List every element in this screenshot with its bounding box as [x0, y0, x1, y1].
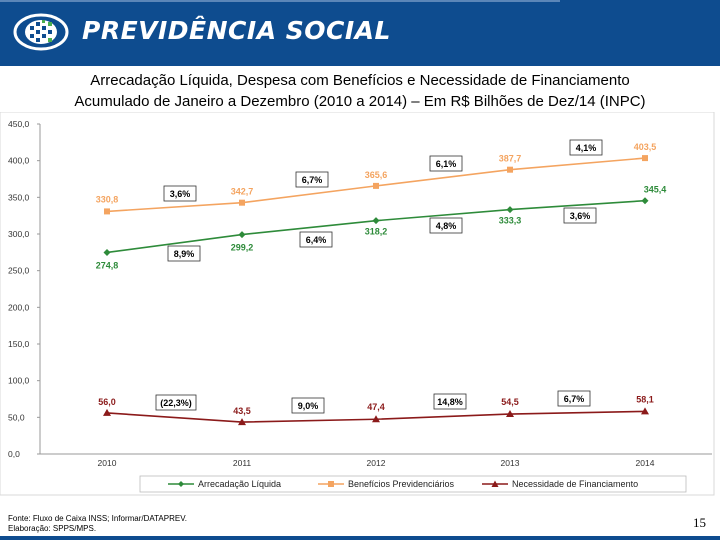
data-label: 387,7 — [499, 154, 522, 164]
growth-label: 14,8% — [437, 397, 463, 407]
data-label: 342,7 — [231, 187, 254, 197]
y-tick-label: 0,0 — [8, 449, 20, 459]
data-point — [238, 418, 246, 426]
data-point — [103, 248, 111, 256]
growth-label: 8,9% — [174, 249, 195, 259]
growth-box — [163, 185, 197, 202]
header-banner: PREVIDÊNCIA SOCIAL — [0, 0, 720, 66]
x-tick-label: 2011 — [233, 458, 252, 468]
page-number: 15 — [693, 515, 706, 530]
header-topline — [0, 0, 560, 2]
growth-box — [291, 397, 325, 414]
x-tick-label: 2010 — [98, 458, 117, 468]
brand-title: PREVIDÊNCIA SOCIAL — [82, 16, 391, 45]
chart-title-line1: Arrecadação Líquida, Despesa com Benefíc… — [90, 72, 630, 89]
data-label: 56,0 — [98, 397, 116, 407]
data-label: 345,4 — [644, 185, 667, 195]
data-label: 318,2 — [365, 227, 388, 237]
y-tick-label: 400,0 — [8, 156, 30, 166]
y-tick-label: 450,0 — [8, 119, 30, 129]
data-point — [239, 199, 245, 206]
legend-label: Necessidade de Financiamento — [512, 479, 638, 489]
legend-marker — [178, 481, 184, 487]
data-label: 299,2 — [231, 243, 254, 253]
data-label: 365,6 — [365, 170, 388, 180]
y-tick-label: 350,0 — [8, 192, 30, 202]
growth-label: 3,6% — [170, 189, 191, 199]
data-point — [642, 155, 648, 162]
chart-title-line2: Acumulado de Janeiro a Dezembro (2010 a … — [74, 93, 646, 110]
elaboration-text: Elaboração: SPPS/MPS. — [8, 524, 97, 533]
data-point — [104, 208, 110, 215]
growth-label: 9,0% — [298, 401, 319, 411]
growth-label: 4,8% — [436, 221, 457, 231]
growth-label: (22,3%) — [160, 398, 192, 408]
growth-box — [429, 155, 463, 172]
data-label: 47,4 — [367, 402, 385, 412]
growth-label: 6,1% — [436, 159, 457, 169]
x-tick-label: 2012 — [367, 458, 386, 468]
data-label: 43,5 — [233, 406, 251, 416]
legend-label: Arrecadação Líquida — [198, 479, 281, 489]
data-label: 333,3 — [499, 216, 522, 226]
source-text: Fonte: Fluxo de Caixa INSS; Informar/DAT… — [8, 514, 188, 523]
growth-label: 4,1% — [576, 143, 597, 153]
data-point — [641, 407, 649, 415]
legend-box — [139, 475, 687, 493]
data-point — [103, 408, 111, 416]
growth-box — [569, 139, 603, 156]
data-point — [372, 415, 380, 423]
growth-label: 6,7% — [302, 175, 323, 185]
chart-title: Arrecadação Líquida, Despesa com Benefíc… — [0, 70, 720, 112]
y-tick-label: 150,0 — [8, 339, 30, 349]
y-tick-label: 50,0 — [8, 412, 25, 422]
data-label: 58,1 — [636, 394, 654, 404]
growth-label: 3,6% — [570, 211, 591, 221]
growth-box — [167, 245, 201, 262]
y-tick-label: 300,0 — [8, 229, 30, 239]
growth-label: 6,7% — [564, 394, 585, 404]
growth-box — [429, 217, 463, 234]
growth-box — [299, 231, 333, 248]
growth-box — [557, 390, 591, 407]
x-tick-label: 2014 — [636, 458, 655, 468]
data-point — [506, 410, 514, 418]
data-label: 274,8 — [96, 260, 119, 270]
legend-marker — [491, 480, 499, 487]
growth-box — [155, 394, 197, 411]
growth-label: 6,4% — [306, 235, 327, 245]
y-tick-label: 200,0 — [8, 302, 30, 312]
bottom-bar — [0, 536, 720, 540]
data-point — [507, 166, 513, 173]
plot-frame — [0, 112, 715, 496]
legend-label: Benefícios Previdenciários — [348, 479, 455, 489]
data-point — [238, 231, 246, 239]
data-point — [373, 182, 379, 189]
line-chart: 0,0 50,0 100,0 150,0 200,0 250,0 300,0 350,0 400… — [0, 112, 715, 496]
data-label: 330,8 — [96, 194, 119, 204]
growth-box — [563, 207, 597, 224]
legend-marker — [328, 481, 334, 487]
previdencia-logo-icon — [13, 13, 69, 51]
data-point — [641, 197, 649, 205]
growth-box — [295, 171, 329, 188]
data-point — [372, 217, 380, 225]
data-label: 54,5 — [501, 397, 519, 407]
growth-box — [433, 393, 467, 410]
y-tick-label: 100,0 — [8, 376, 30, 386]
x-tick-label: 2013 — [501, 458, 520, 468]
y-tick-label: 250,0 — [8, 266, 30, 276]
data-point — [506, 206, 514, 214]
data-label: 403,5 — [634, 142, 657, 152]
footer-source: Fonte: Fluxo de Caixa INSS; Informar/DAT… — [8, 514, 187, 534]
